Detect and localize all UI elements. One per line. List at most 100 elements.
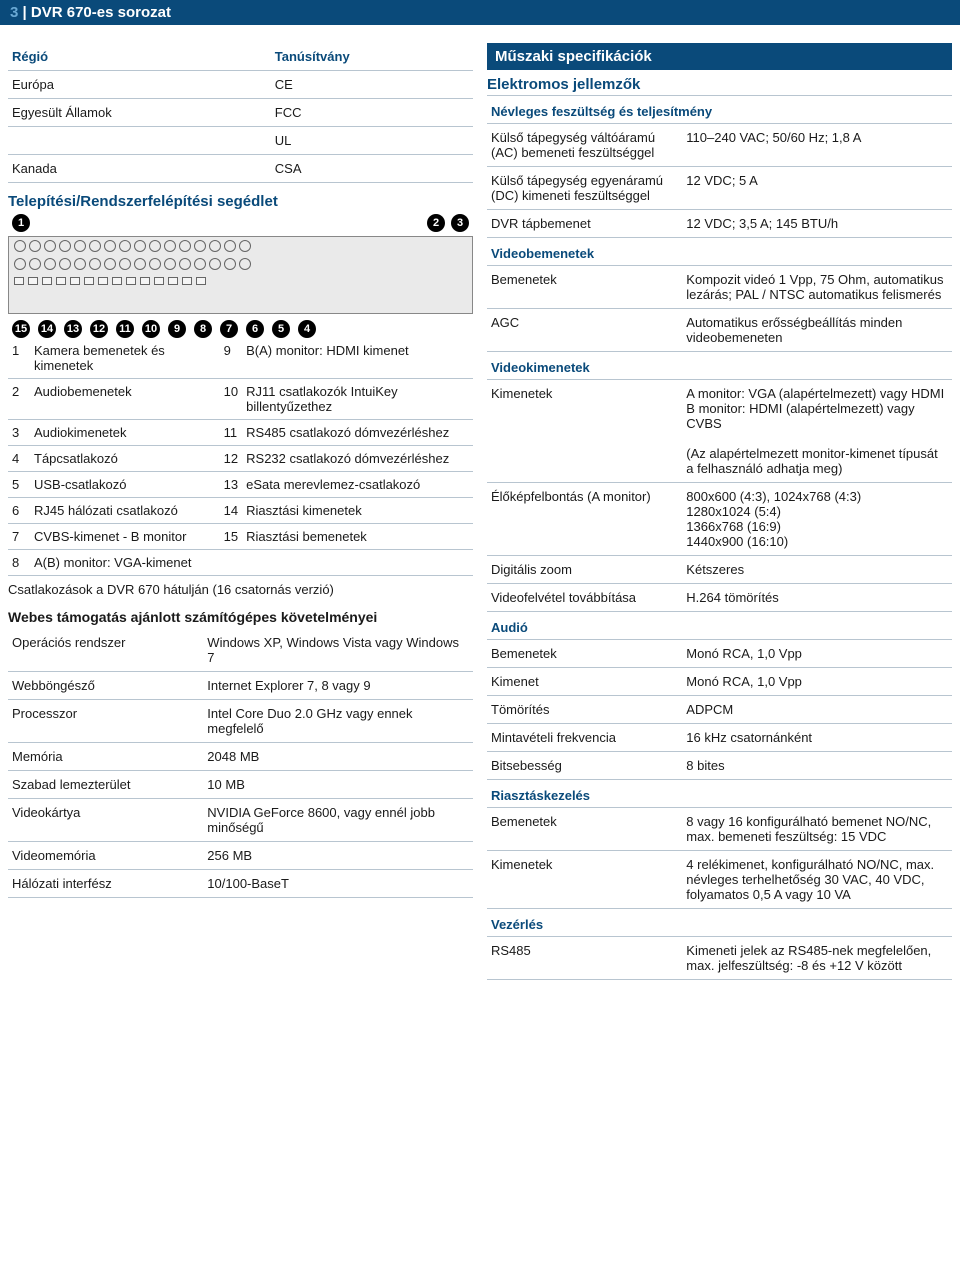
callout-3: 3 xyxy=(451,214,469,232)
callout-4: 4 xyxy=(298,320,316,338)
callout-8: 8 xyxy=(194,320,212,338)
rear-connector xyxy=(56,277,66,285)
legend-desc: eSata merevlemez-csatlakozó xyxy=(242,472,473,498)
cert-col-region: Régió xyxy=(8,43,271,71)
video-in-table: Videobemenetek BemenetekKompozit videó 1… xyxy=(487,238,952,352)
left-column: Régió Tanúsítvány EurópaCEEgyesült Állam… xyxy=(8,43,473,980)
page-header: 3 | DVR 670-es sorozat xyxy=(0,0,960,25)
spec-val: 12 VDC; 3,5 A; 145 BTU/h xyxy=(682,210,952,238)
video-in-title: Videobemenetek xyxy=(487,238,952,266)
callout-7: 7 xyxy=(220,320,238,338)
port-row-bottom xyxy=(9,273,472,288)
webreq-key: Videokártya xyxy=(8,799,203,842)
install-title: Telepítési/Rendszerfelépítési segédlet xyxy=(8,183,473,214)
video-out-port xyxy=(14,258,26,270)
legend-desc xyxy=(242,550,473,576)
webreq-val: Internet Explorer 7, 8 vagy 9 xyxy=(203,672,473,700)
cert-region xyxy=(8,127,271,155)
spec-key: Digitális zoom xyxy=(487,556,682,584)
rear-connector xyxy=(126,277,136,285)
page-body: Régió Tanúsítvány EurópaCEEgyesült Állam… xyxy=(0,25,960,998)
webreq-key: Webböngésző xyxy=(8,672,203,700)
video-in-port xyxy=(89,240,101,252)
control-title: Vezérlés xyxy=(487,909,952,937)
legend-desc: CVBS-kimenet - B monitor xyxy=(30,524,220,550)
spec-val: 8 vagy 16 konfigurálható bemenet NO/NC, … xyxy=(682,808,952,851)
legend-desc: RJ11 csatlakozók IntuiKey billentyűzethe… xyxy=(242,379,473,420)
spec-key: Videofelvétel továbbítása xyxy=(487,584,682,612)
video-in-port xyxy=(29,240,41,252)
control-table: Vezérlés RS485Kimeneti jelek az RS485-ne… xyxy=(487,909,952,980)
video-out-port xyxy=(239,258,251,270)
legend-desc: Tápcsatlakozó xyxy=(30,446,220,472)
legend-desc: Audiobemenetek xyxy=(30,379,220,420)
device-rear-panel xyxy=(8,236,473,314)
cert-table: Régió Tanúsítvány EurópaCEEgyesült Állam… xyxy=(8,43,473,183)
legend-desc: Audiokimenetek xyxy=(30,420,220,446)
specs-title: Műszaki specifikációk xyxy=(487,43,952,70)
webreq-key: Processzor xyxy=(8,700,203,743)
callout-5: 5 xyxy=(272,320,290,338)
cert-value: UL xyxy=(271,127,473,155)
legend-desc: USB-csatlakozó xyxy=(30,472,220,498)
web-req-title: Webes támogatás ajánlott számítógépes kö… xyxy=(8,599,473,629)
rear-connector xyxy=(98,277,108,285)
cert-value: CE xyxy=(271,71,473,99)
port-row-in xyxy=(9,237,472,255)
callout-1: 1 xyxy=(12,214,30,232)
legend-desc: RS485 csatlakozó dómvezérléshez xyxy=(242,420,473,446)
spec-key: Bitsebesség xyxy=(487,752,682,780)
rear-connector xyxy=(42,277,52,285)
right-column: Műszaki specifikációk Elektromos jellemz… xyxy=(487,43,952,980)
callout-row-bottom: 151413121110987654 xyxy=(8,314,473,338)
audio-title: Audió xyxy=(487,612,952,640)
spec-val: H.264 tömörítés xyxy=(682,584,952,612)
spec-key: Mintavételi frekvencia xyxy=(487,724,682,752)
spec-key: Külső tápegység egyenáramú (DC) kimeneti… xyxy=(487,167,682,210)
legend-desc: A(B) monitor: VGA-kimenet xyxy=(30,550,220,576)
legend-desc: Riasztási kimenetek xyxy=(242,498,473,524)
webreq-val: Intel Core Duo 2.0 GHz vagy ennek megfel… xyxy=(203,700,473,743)
spec-val: 8 bites xyxy=(682,752,952,780)
webreq-val: 256 MB xyxy=(203,842,473,870)
cert-value: FCC xyxy=(271,99,473,127)
rear-connector xyxy=(196,277,206,285)
rear-connector xyxy=(140,277,150,285)
legend-table: 1Kamera bemenetek és kimenetek9B(A) moni… xyxy=(8,338,473,576)
legend-num: 8 xyxy=(8,550,30,576)
electrical-table: Névleges feszültség és teljesítmény Küls… xyxy=(487,96,952,238)
electrical-sub: Névleges feszültség és teljesítmény xyxy=(487,96,952,124)
callout-11: 11 xyxy=(116,320,134,338)
callout-10: 10 xyxy=(142,320,160,338)
video-out-table: Videokimenetek KimenetekA monitor: VGA (… xyxy=(487,352,952,612)
legend-num: 12 xyxy=(220,446,242,472)
video-out-port xyxy=(224,258,236,270)
legend-desc: RJ45 hálózati csatlakozó xyxy=(30,498,220,524)
webreq-key: Operációs rendszer xyxy=(8,629,203,672)
spec-key: Bemenetek xyxy=(487,266,682,309)
video-in-port xyxy=(74,240,86,252)
spec-val: Monó RCA, 1,0 Vpp xyxy=(682,668,952,696)
callout-2: 2 xyxy=(427,214,445,232)
video-out-port xyxy=(44,258,56,270)
spec-key: Élőképfelbontás (A monitor) xyxy=(487,483,682,556)
video-out-port xyxy=(59,258,71,270)
video-in-port xyxy=(209,240,221,252)
rear-connector xyxy=(14,277,24,285)
video-out-port xyxy=(209,258,221,270)
legend-desc: RS232 csatlakozó dómvezérléshez xyxy=(242,446,473,472)
webreq-key: Videomemória xyxy=(8,842,203,870)
video-in-port xyxy=(134,240,146,252)
spec-val: A monitor: VGA (alapértelmezett) vagy HD… xyxy=(682,380,952,483)
video-out-port xyxy=(89,258,101,270)
video-in-port xyxy=(44,240,56,252)
webreq-val: NVIDIA GeForce 8600, vagy ennél jobb min… xyxy=(203,799,473,842)
video-in-port xyxy=(104,240,116,252)
legend-num: 5 xyxy=(8,472,30,498)
spec-val: Monó RCA, 1,0 Vpp xyxy=(682,640,952,668)
port-row-out xyxy=(9,255,472,273)
video-out-port xyxy=(74,258,86,270)
spec-val: 110–240 VAC; 50/60 Hz; 1,8 A xyxy=(682,124,952,167)
cert-value: CSA xyxy=(271,155,473,183)
video-out-port xyxy=(149,258,161,270)
